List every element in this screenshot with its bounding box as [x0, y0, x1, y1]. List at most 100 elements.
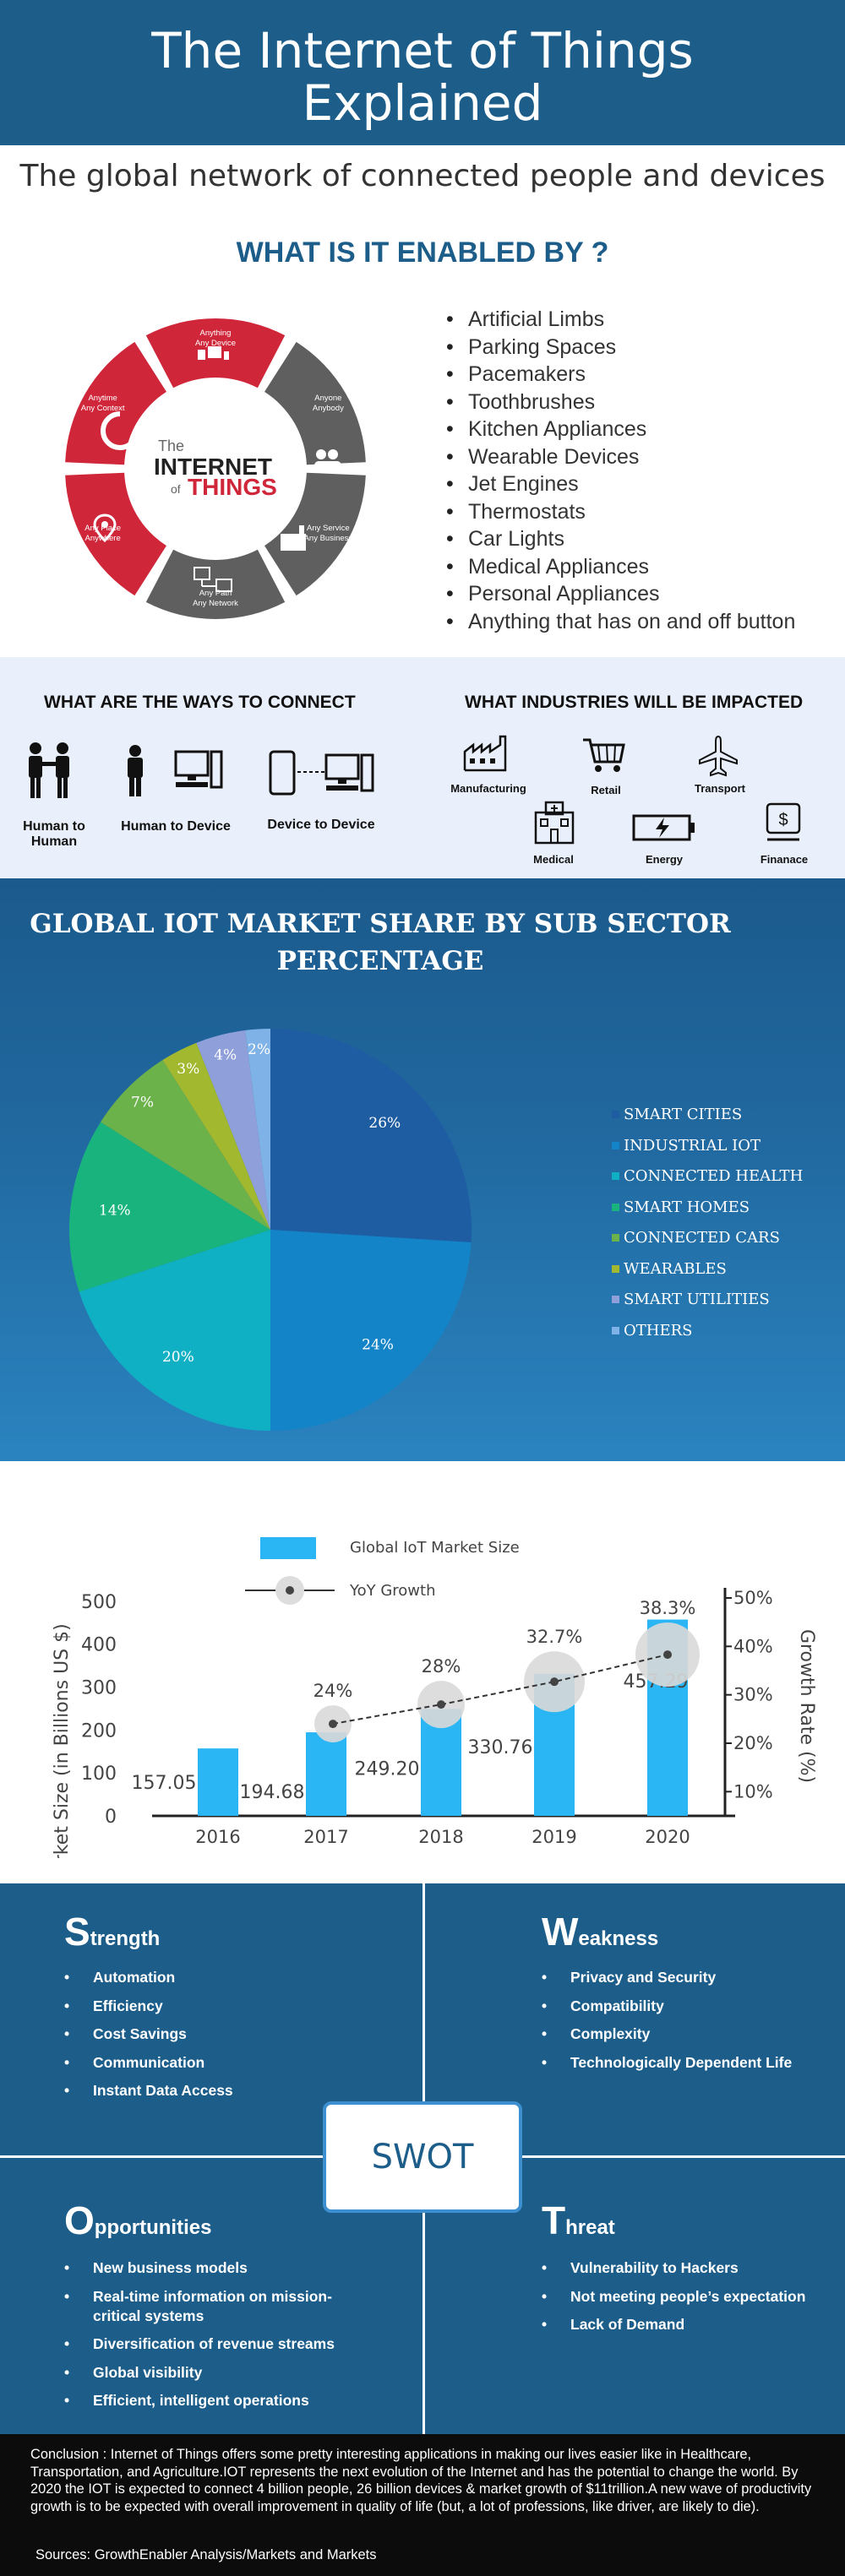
growth-point-label: 38.3% — [640, 1598, 696, 1618]
opportunities-item: Real-time information on mission-critica… — [64, 2287, 343, 2326]
growth-point-label: 24% — [313, 1681, 353, 1701]
wheel-segment — [65, 472, 166, 596]
threat-item: Vulnerability to Hackers — [542, 2258, 829, 2278]
strength-item: Instant Data Access — [64, 2081, 368, 2100]
iot-market-growth-chart: Global IoT Market Size YoY Growth Market… — [52, 1537, 817, 1858]
weakness-item: Complexity — [542, 2024, 820, 2044]
swot-center-box: SWOT — [323, 2101, 522, 2213]
threat-initial: T — [542, 2198, 566, 2242]
legend-swatch — [612, 1141, 619, 1149]
wheel-center-circle — [128, 381, 303, 557]
factory-icon — [463, 735, 507, 772]
opportunities-item: Diversification of revenue streams — [64, 2334, 343, 2354]
wheel-center-of: of — [171, 482, 181, 496]
legend-label: CONNECTED HEALTH — [624, 1167, 804, 1185]
pie-title-line2: PERCENTAGE — [276, 946, 484, 976]
pie-legend-item: CONNECTED CARS — [612, 1230, 803, 1261]
enabled-list-item: Thermostats — [446, 498, 795, 526]
hospital-icon — [534, 801, 575, 845]
connect-industries-band: WHAT ARE THE WAYS TO CONNECT WHAT INDUST… — [0, 657, 845, 878]
weakness-heading: Weakness — [542, 1909, 658, 1954]
conclusion-section: Conclusion : Internet of Things offers s… — [0, 2434, 845, 2576]
weakness-initial: W — [542, 1910, 579, 1954]
bar-value-label: 194.68 — [240, 1782, 305, 1803]
enabled-list-item: Wearable Devices — [446, 443, 795, 471]
wheel-center-things: THINGS — [188, 474, 277, 500]
pie-slice-label: 24% — [362, 1336, 394, 1353]
growth-point — [663, 1650, 672, 1660]
threat-rest: hreat — [565, 2216, 615, 2239]
phone-computer-icon — [269, 750, 374, 796]
industry-label-finance: Finanace — [760, 853, 809, 866]
growth-point — [329, 1720, 337, 1729]
wheel-segment-label-line2: Anybody — [313, 404, 344, 413]
enabled-list-item: Car Lights — [446, 525, 795, 553]
enabled-by-heading: WHAT IS IT ENABLED BY ? — [236, 236, 609, 269]
pie-title-line1: GLOBAL IOT MARKET SHARE BY SUB SECTOR — [30, 909, 731, 939]
x-tick-label: 2016 — [195, 1827, 240, 1847]
legend-label: OTHERS — [624, 1321, 693, 1340]
industry-label-medical: Medical — [533, 853, 574, 866]
enabled-list-item: Kitchen Appliances — [446, 416, 795, 443]
y-right-tick-label: 30% — [733, 1685, 773, 1705]
threat-list: Vulnerability to Hackers Not meeting peop… — [542, 2258, 829, 2344]
industries-heading: WHAT INDUSTRIES WILL BE IMPACTED — [465, 693, 804, 712]
pie-slice — [245, 1029, 270, 1230]
y-left-tick-label: 200 — [81, 1720, 117, 1742]
wheel-segment-label-line2: Any Network — [193, 599, 238, 608]
money-icon: $ — [766, 802, 801, 841]
battery-icon — [632, 814, 695, 841]
weakness-list: Privacy and Security Compatibility Complex… — [542, 1968, 820, 2081]
growth-point — [550, 1677, 559, 1687]
sources-text: Sources: GrowthEnabler Analysis/Markets … — [35, 2547, 377, 2562]
wheel-segment-label-line1: Anyone — [314, 394, 341, 403]
wheel-segment-label-line2: Any Business — [304, 534, 353, 543]
opportunities-item: Efficient, intelligent operations — [64, 2391, 343, 2410]
wheel-center-the: The — [158, 437, 184, 454]
strength-item: Cost Savings — [64, 2024, 368, 2044]
industry-label-energy: Energy — [645, 853, 684, 866]
market-share-section: GLOBAL IOT MARKET SHARE BY SUB SECTOR PE… — [0, 878, 845, 1461]
person-computer-icon — [128, 745, 223, 796]
pie-slice-label: 7% — [131, 1095, 154, 1111]
conclusion-text: Conclusion : Internet of Things offers s… — [30, 2447, 812, 2514]
wheel-segment-label-line2: Any Context — [81, 404, 125, 413]
y-right-axis-label: Growth Rate (%) — [796, 1629, 817, 1783]
opportunities-initial: O — [64, 2198, 95, 2242]
pie-slice-label: 20% — [162, 1349, 194, 1366]
airplane-icon — [699, 735, 738, 777]
enabled-list-item: Personal Appliances — [446, 580, 795, 608]
wheel-segment-label-line1: Any Service — [307, 524, 350, 533]
wheel-segment — [264, 341, 366, 465]
ways-to-connect-heading: WHAT ARE THE WAYS TO CONNECT — [44, 693, 356, 712]
pie-legend-item: INDUSTRIAL IOT — [612, 1137, 803, 1169]
enabled-list-item: Artificial Limbs — [446, 306, 795, 334]
industry-label-transport: Transport — [695, 782, 745, 795]
pie-legend-item: SMART UTILITIES — [612, 1291, 803, 1323]
swot-section: Strength Automation Efficiency Cost Saving… — [0, 1883, 845, 2434]
strength-initial: S — [64, 1910, 90, 1954]
enabled-list-item: Anything that has on and off button — [446, 608, 795, 636]
x-tick-label: 2017 — [303, 1827, 348, 1847]
y-left-tick-label: 0 — [105, 1807, 117, 1828]
y-right-tick-label: 50% — [733, 1588, 773, 1608]
x-tick-label: 2019 — [532, 1827, 576, 1847]
strength-item: Automation — [64, 1968, 368, 1987]
pie-slice — [270, 1029, 472, 1242]
pie-legend-item: SMART HOMES — [612, 1198, 803, 1231]
x-tick-label: 2020 — [645, 1827, 690, 1847]
handshake-icon — [29, 742, 69, 798]
enabled-list-item: Toothbrushes — [446, 389, 795, 416]
y-right-tick-label: 40% — [733, 1636, 773, 1656]
weakness-item: Compatibility — [542, 1997, 820, 2016]
growth-point-label: 28% — [422, 1656, 461, 1677]
y-left-tick-label: 500 — [81, 1592, 117, 1613]
location-pin-icon — [93, 514, 117, 543]
pie-slice — [69, 1122, 270, 1292]
opportunities-item: New business models — [64, 2258, 343, 2278]
threat-heading: Threat — [542, 2198, 615, 2243]
opportunities-heading: Opportunities — [64, 2198, 211, 2243]
connect-label-human-device: Human to Device — [121, 819, 231, 834]
opportunities-rest: pportunities — [94, 2216, 212, 2239]
